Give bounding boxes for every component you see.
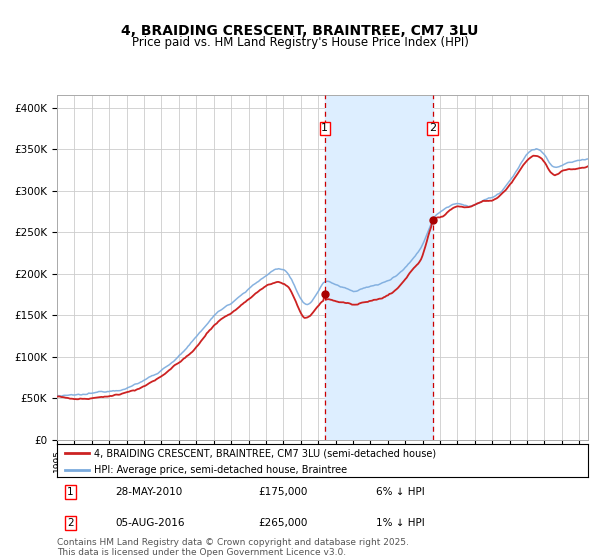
Text: HPI: Average price, semi-detached house, Braintree: HPI: Average price, semi-detached house,… bbox=[94, 465, 347, 475]
Text: 4, BRAIDING CRESCENT, BRAINTREE, CM7 3LU: 4, BRAIDING CRESCENT, BRAINTREE, CM7 3LU bbox=[121, 24, 479, 38]
Text: 28-MAY-2010: 28-MAY-2010 bbox=[115, 487, 182, 497]
Text: 6% ↓ HPI: 6% ↓ HPI bbox=[376, 487, 424, 497]
Bar bbox=[325, 95, 433, 440]
Text: 4, BRAIDING CRESCENT, BRAINTREE, CM7 3LU (semi-detached house): 4, BRAIDING CRESCENT, BRAINTREE, CM7 3LU… bbox=[94, 449, 436, 459]
Text: 2: 2 bbox=[67, 518, 74, 528]
Text: Price paid vs. HM Land Registry's House Price Index (HPI): Price paid vs. HM Land Registry's House … bbox=[131, 36, 469, 49]
Text: 1: 1 bbox=[67, 487, 74, 497]
Text: £265,000: £265,000 bbox=[259, 518, 308, 528]
Text: Contains HM Land Registry data © Crown copyright and database right 2025.
This d: Contains HM Land Registry data © Crown c… bbox=[57, 538, 409, 557]
Text: £175,000: £175,000 bbox=[259, 487, 308, 497]
Text: 1% ↓ HPI: 1% ↓ HPI bbox=[376, 518, 424, 528]
Text: 05-AUG-2016: 05-AUG-2016 bbox=[115, 518, 185, 528]
Text: 1: 1 bbox=[321, 123, 328, 133]
Text: 2: 2 bbox=[429, 123, 436, 133]
